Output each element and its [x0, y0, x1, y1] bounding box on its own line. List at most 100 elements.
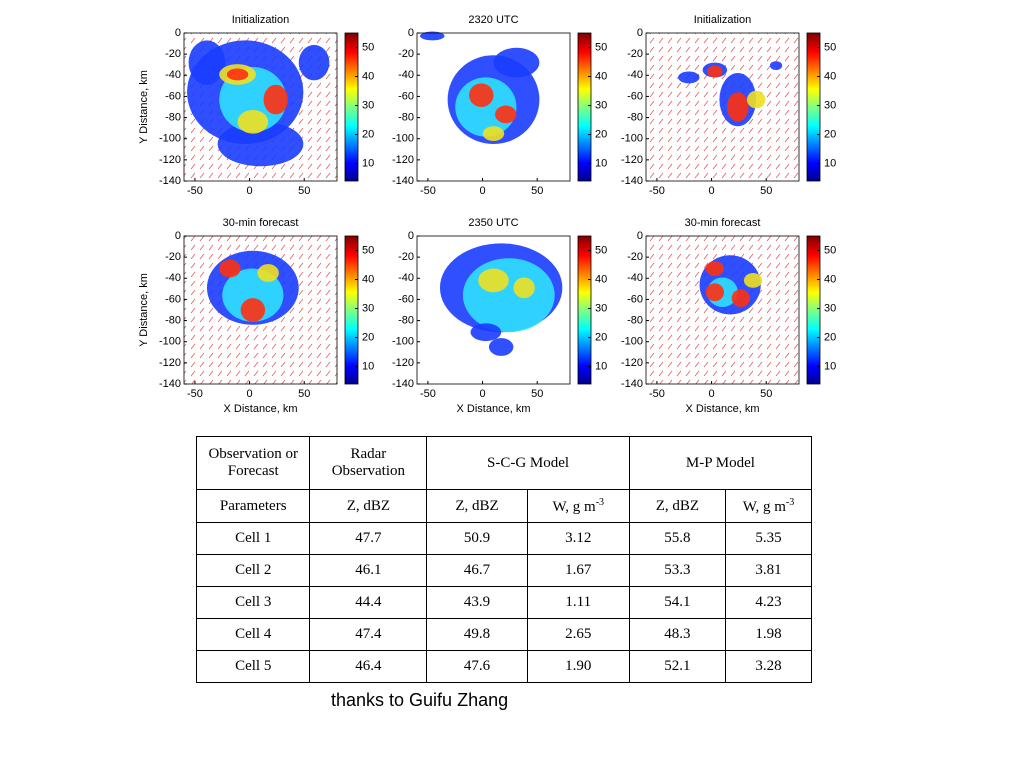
echo [217, 121, 304, 167]
superscript: -3 [595, 496, 605, 508]
table-cell: Parameters [195, 489, 311, 523]
y-tick-label: -100 [621, 133, 643, 145]
table-row: Parameters Z, dBZ Z, dBZ W, g m-3 Z, dBZ W, g… [195, 489, 812, 523]
x-tick-label: -50 [187, 185, 203, 197]
table-cell: 49.8 [426, 618, 528, 651]
table-cell: 55.8 [628, 522, 727, 555]
y-tick-label: -60 [398, 90, 414, 102]
colorbar-tick-label: 40 [824, 273, 836, 285]
x-tick-label: 0 [247, 185, 253, 197]
y-tick-label: -40 [398, 272, 414, 284]
panel-title: 30-min forecast [685, 217, 761, 229]
colorbar-tick-label: 30 [824, 99, 836, 111]
table-cell: 43.9 [426, 586, 528, 619]
echo [188, 40, 226, 85]
table-cell: Observation or Forecast [195, 436, 311, 490]
table-cell: 1.67 [526, 554, 630, 587]
x-axis-label: X Distance, km [224, 403, 298, 415]
colorbar-tick-label: 50 [362, 244, 374, 256]
colorbar-tick-label: 50 [824, 41, 836, 53]
table-cell: 47.6 [426, 650, 528, 683]
colorbar-tick-label: 50 [824, 244, 836, 256]
table-row: Cell 2 46.1 46.7 1.67 53.3 3.81 [195, 554, 812, 587]
y-tick-label: -60 [627, 90, 643, 102]
echo [470, 323, 502, 342]
table-row: Cell 5 46.4 47.6 1.90 52.1 3.28 [195, 650, 812, 683]
echo [478, 268, 509, 293]
table-cell: 3.28 [725, 650, 812, 683]
echo [420, 31, 445, 41]
y-tick-label: -100 [159, 133, 181, 145]
y-tick-label: -120 [392, 357, 414, 369]
table-row: Cell 4 47.4 49.8 2.65 48.3 1.98 [195, 618, 812, 651]
data-table: Observation or Forecast Radar Observation… [195, 436, 813, 683]
y-tick-label: -60 [627, 293, 643, 305]
y-tick-label: 0 [175, 230, 181, 242]
colorbar [577, 32, 592, 182]
y-tick-label: -140 [159, 378, 181, 390]
table-cell: 3.12 [526, 522, 630, 555]
y-tick-label: 0 [637, 230, 643, 242]
echo [226, 68, 249, 81]
y-tick-label: -40 [627, 272, 643, 284]
y-tick-label: -60 [165, 90, 181, 102]
echo [705, 261, 725, 276]
x-axis-label: X Distance, km [686, 403, 760, 415]
y-tick-label: -20 [398, 251, 414, 263]
y-tick-label: 0 [408, 230, 414, 242]
cell-text: W, g m [552, 498, 596, 515]
colorbar-tick-label: 50 [595, 41, 607, 53]
colorbar-tick-label: 40 [595, 70, 607, 82]
cell-text: Z, dBZ [455, 497, 499, 514]
table-cell: 1.90 [526, 650, 630, 683]
x-tick-label: 50 [760, 185, 772, 197]
colorbar [344, 32, 359, 182]
table-cell: Cell 2 [195, 554, 311, 587]
colorbar [806, 235, 821, 385]
table-cell: 1.11 [526, 586, 630, 619]
table-cell: 53.3 [628, 554, 727, 587]
echo [237, 109, 269, 134]
y-axis-label: Y Distance, km [138, 70, 150, 144]
colorbar [344, 235, 359, 385]
y-tick-label: -120 [621, 154, 643, 166]
y-tick-label: 0 [175, 27, 181, 39]
colorbar-tick-label: 10 [362, 360, 374, 372]
table-cell: 54.1 [628, 586, 727, 619]
table-cell: Cell 3 [195, 586, 311, 619]
y-tick-label: -140 [392, 175, 414, 187]
y-tick-label: -120 [159, 357, 181, 369]
echo [731, 289, 751, 308]
colorbar-tick-label: 30 [824, 302, 836, 314]
cell-text: Z, dBZ [655, 497, 700, 514]
y-tick-label: -40 [165, 272, 181, 284]
y-tick-label: -100 [159, 336, 181, 348]
y-axis-label: Y Distance, km [138, 273, 150, 347]
table-row: Cell 1 47.7 50.9 3.12 55.8 5.35 [195, 522, 812, 555]
echo [513, 277, 535, 299]
x-tick-label: -50 [420, 185, 436, 197]
cell-text: Parameters [219, 497, 287, 514]
echo [488, 338, 514, 356]
table-cell: W, g m-3 [725, 489, 812, 523]
colorbar-tick-label: 10 [362, 157, 374, 169]
colorbar-tick-label: 20 [824, 128, 836, 140]
table-cell: 5.35 [725, 522, 812, 555]
table-cell: 46.7 [426, 554, 528, 587]
y-tick-label: -40 [398, 69, 414, 81]
footer: thanks to Guifu Zhang [331, 690, 509, 710]
echo [263, 84, 289, 115]
y-tick-label: -120 [392, 154, 414, 166]
y-tick-label: 0 [637, 27, 643, 39]
table-cell: 4.23 [725, 586, 812, 619]
table-cell: 3.81 [725, 554, 812, 587]
superscript: -3 [785, 496, 795, 508]
table-cell: Z, dBZ [628, 489, 727, 523]
plot-frame [416, 32, 571, 182]
x-tick-label: 50 [298, 388, 310, 400]
cell-text: W, g m [742, 498, 786, 515]
y-tick-label: -140 [392, 378, 414, 390]
y-tick-label: -20 [165, 48, 181, 60]
x-tick-label: 0 [247, 388, 253, 400]
